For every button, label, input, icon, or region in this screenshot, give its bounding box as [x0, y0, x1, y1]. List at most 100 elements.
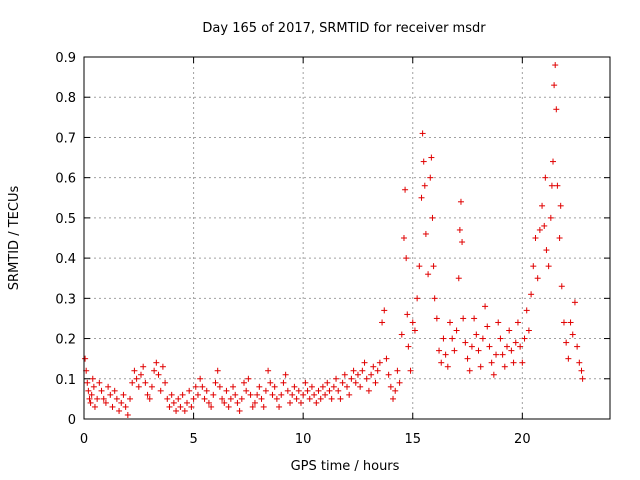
data-point [499, 351, 506, 358]
data-point [479, 335, 486, 342]
data-point [438, 359, 445, 366]
x-tick-label: 20 [514, 432, 531, 447]
data-point [419, 130, 426, 137]
data-point [300, 391, 307, 398]
data-point [129, 379, 136, 386]
data-point [551, 82, 558, 89]
data-point [414, 295, 421, 302]
data-point [571, 299, 578, 306]
data-point [506, 327, 513, 334]
data-point [148, 383, 155, 390]
data-point [354, 371, 361, 378]
data-point [430, 263, 437, 270]
data-point [442, 351, 449, 358]
data-point [230, 383, 237, 390]
data-point [405, 343, 412, 350]
data-point [421, 182, 428, 189]
data-point [96, 379, 103, 386]
data-point [324, 379, 331, 386]
data-point [260, 403, 267, 410]
data-point [464, 355, 471, 362]
data-point [521, 335, 528, 342]
data-point [333, 375, 340, 382]
data-point [315, 387, 322, 394]
y-tick-label: 0.7 [55, 131, 76, 146]
data-point [427, 174, 434, 181]
data-point [243, 387, 250, 394]
data-point [137, 371, 144, 378]
data-point [447, 319, 454, 326]
data-point [84, 379, 91, 386]
data-point [425, 271, 432, 278]
data-point [372, 379, 379, 386]
data-point [486, 343, 493, 350]
data-point [357, 383, 364, 390]
y-axis-ticks: 0 0.1 0.2 0.3 0.4 0.5 0.6 0.7 0.8 0.9 [55, 51, 610, 428]
data-point [341, 371, 348, 378]
data-point [503, 343, 510, 350]
data-point [98, 387, 105, 394]
data-point [444, 363, 451, 370]
data-point [574, 343, 581, 350]
data-point [87, 399, 94, 406]
data-point [238, 395, 245, 402]
data-point [111, 387, 118, 394]
data-point [249, 403, 256, 410]
data-point [247, 391, 254, 398]
data-point [164, 395, 171, 402]
data-point [88, 391, 95, 398]
data-point [359, 367, 366, 374]
data-point [280, 379, 287, 386]
data-point [495, 319, 502, 326]
data-point [90, 383, 97, 390]
data-point [276, 403, 283, 410]
y-tick-label: 0 [68, 413, 76, 428]
x-axis-label: GPS time / hours [291, 459, 400, 474]
data-point [284, 387, 291, 394]
data-point [223, 387, 230, 394]
data-point [135, 383, 142, 390]
data-point [86, 395, 93, 402]
data-point [166, 403, 173, 410]
data-point [184, 399, 191, 406]
data-point [199, 383, 206, 390]
data-point [449, 335, 456, 342]
data-point [313, 399, 320, 406]
data-point [109, 403, 116, 410]
data-point [192, 383, 199, 390]
data-point [525, 327, 532, 334]
data-point [328, 395, 335, 402]
data-point [579, 375, 586, 382]
data-point [363, 375, 370, 382]
data-point [269, 391, 276, 398]
data-point [418, 194, 425, 201]
data-point [339, 379, 346, 386]
data-point [214, 367, 221, 374]
data-point [374, 367, 381, 374]
data-point [379, 319, 386, 326]
data-point [210, 391, 217, 398]
data-point [451, 347, 458, 354]
data-point [400, 235, 407, 241]
data-point [197, 375, 204, 382]
data-point [179, 391, 186, 398]
data-point [553, 106, 560, 113]
data-point [203, 387, 210, 394]
data-point [105, 383, 112, 390]
data-point [124, 411, 131, 418]
data-point [254, 391, 261, 398]
y-tick-label: 0.1 [55, 373, 76, 388]
data-point [383, 355, 390, 362]
data-point [265, 367, 272, 374]
data-point [532, 235, 539, 241]
data-point [186, 387, 193, 394]
data-point [89, 375, 96, 382]
data-point [346, 391, 353, 398]
data-point [140, 363, 147, 370]
data-point [510, 359, 517, 366]
data-point [554, 182, 561, 189]
data-point [394, 367, 401, 374]
data-point [390, 395, 397, 402]
data-point [556, 235, 563, 241]
data-point [471, 315, 478, 322]
